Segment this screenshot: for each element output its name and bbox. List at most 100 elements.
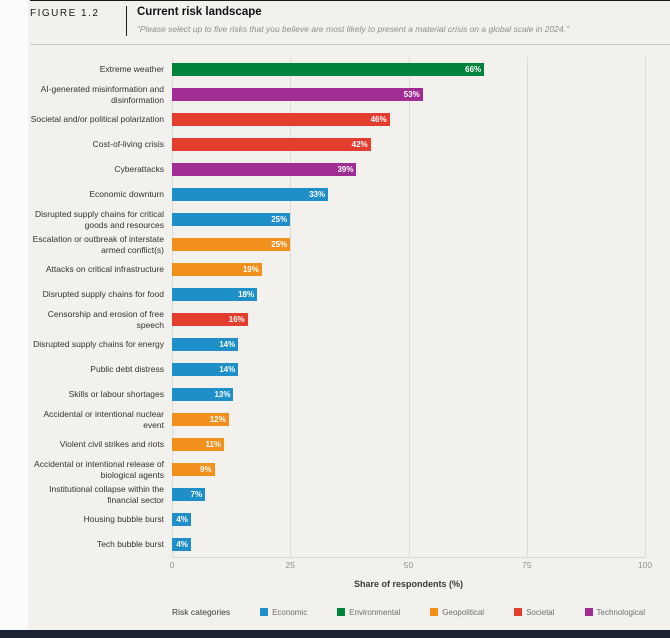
chart-row: Economic downturn 33% — [30, 182, 645, 207]
risk-bar: 39% — [172, 163, 357, 176]
risk-bar: 13% — [172, 388, 234, 401]
chart-row: Censorship and erosion of free speech 16% — [30, 307, 645, 332]
chart-row: Disrupted supply chains for food 18% — [30, 282, 645, 307]
legend-title: Risk categories — [172, 607, 231, 617]
bar-zone: 9% — [172, 463, 645, 476]
legend-label: Technological — [596, 607, 645, 617]
bar-value-label: 25% — [271, 240, 288, 249]
risk-label: Disrupted supply chains for food — [42, 289, 164, 300]
risk-bar: 19% — [172, 263, 262, 276]
chart-row: Extreme weather 66% — [30, 57, 645, 82]
gridline-25 — [290, 57, 292, 557]
bar-zone: 25% — [172, 213, 645, 226]
bar-value-label: 33% — [309, 190, 326, 199]
legend-label: Environmental — [349, 607, 401, 617]
risk-label: Housing bubble burst — [83, 514, 164, 525]
bar-zone: 16% — [172, 313, 645, 326]
bar-value-label: 12% — [209, 415, 226, 424]
chart-row: Escalation or outbreak of interstate arm… — [30, 232, 645, 257]
header-divider — [126, 6, 127, 36]
chart-row: Cyberattacks 39% — [30, 157, 645, 182]
bar-value-label: 11% — [205, 440, 222, 449]
chart-row: Accidental or intentional nuclear event 1… — [30, 407, 645, 432]
chart-row: Disrupted supply chains for energy 14% — [30, 332, 645, 357]
chart-legend: Risk categories Economic Environmental Geo… — [172, 607, 645, 617]
bar-zone: 4% — [172, 513, 645, 526]
gridline-0 — [172, 57, 173, 557]
risk-bar: 25% — [172, 238, 291, 251]
x-tick-label: 25 — [285, 560, 295, 570]
x-tick-label: 0 — [169, 560, 175, 570]
chart-rows: Extreme weather 66% AI-generated misinform… — [30, 57, 645, 557]
legend-label: Economic — [272, 607, 308, 617]
chart-row: Skills or labour shortages 13% — [30, 382, 645, 407]
chart-row: Housing bubble burst 4% — [30, 507, 645, 532]
chart-row: Violent civil strikes and riots 11% — [30, 432, 645, 457]
bar-zone: 53% — [172, 88, 645, 101]
figure-title: Current risk landscape — [137, 6, 262, 18]
chart-gridlines — [172, 57, 646, 558]
legend-item-technological: Technological — [584, 607, 645, 617]
risk-label: Skills or labour shortages — [68, 389, 164, 400]
risk-bar: 42% — [172, 138, 371, 151]
chart-row: Institutional collapse within the financ… — [30, 482, 645, 507]
bar-value-label: 18% — [238, 290, 255, 299]
bar-value-label: 4% — [176, 540, 188, 549]
risk-bar: 46% — [172, 113, 390, 126]
risk-label: Censorship and erosion of free speech — [47, 309, 164, 330]
bar-zone: 14% — [172, 363, 645, 376]
risk-label: Disrupted supply chains for energy — [33, 339, 164, 350]
figure-number-label: FIGURE 1.2 — [30, 8, 100, 19]
bar-zone: 12% — [172, 413, 645, 426]
risk-label: Accidental or intentional release of bio… — [34, 459, 164, 480]
risk-bar: 53% — [172, 88, 423, 101]
legend-swatch-economic — [260, 608, 269, 616]
bar-zone: 46% — [172, 113, 645, 126]
legend-swatch-environmental — [337, 608, 346, 616]
risk-bar: 11% — [172, 438, 225, 451]
legend-item-economic: Economic — [260, 608, 307, 617]
legend-item-societal: Societal — [514, 608, 555, 617]
page-footer-bar — [0, 630, 670, 638]
bar-zone: 18% — [172, 288, 645, 301]
bar-value-label: 13% — [214, 390, 231, 399]
risk-label: Economic downturn — [89, 189, 164, 200]
x-axis-title: Share of respondents (%) — [353, 579, 463, 589]
risk-bar: 4% — [172, 513, 191, 526]
risk-label: AI-generated misinformation and disinfor… — [40, 84, 164, 105]
bar-value-label: 42% — [351, 140, 368, 149]
bar-chart: Extreme weather 66% AI-generated misinform… — [30, 57, 652, 589]
risk-bar: 66% — [172, 63, 485, 76]
risk-bar: 33% — [172, 188, 329, 201]
legend-swatch-societal — [514, 608, 523, 616]
bar-value-label: 19% — [242, 265, 259, 274]
chart-row: Public debt distress 14% — [30, 357, 645, 382]
bar-zone: 33% — [172, 188, 645, 201]
risk-label: Accidental or intentional nuclear event — [43, 409, 165, 430]
legend-item-geopolitical: Geopolitical — [430, 608, 484, 617]
risk-label: Societal and/or political polarization — [30, 114, 164, 125]
bar-value-label: 39% — [337, 165, 354, 174]
bar-value-label: 53% — [403, 90, 420, 99]
page-left-margin — [0, 0, 28, 638]
bar-zone: 19% — [172, 263, 645, 276]
bar-zone: 39% — [172, 163, 645, 176]
risk-bar: 14% — [172, 363, 239, 376]
risk-bar: 9% — [172, 463, 215, 476]
x-tick-label: 100 — [637, 560, 653, 570]
bar-value-label: 14% — [219, 365, 236, 374]
bar-zone: 14% — [172, 338, 645, 351]
figure-subtitle: “Please select up to five risks that you… — [137, 23, 569, 34]
bar-zone: 13% — [172, 388, 645, 401]
risk-bar: 7% — [172, 488, 206, 501]
risk-bar: 4% — [172, 538, 191, 551]
bar-value-label: 4% — [176, 515, 188, 524]
bar-value-label: 46% — [370, 115, 387, 124]
legend-label: Geopolitical — [442, 607, 485, 617]
risk-bar: 12% — [172, 413, 229, 426]
risk-bar: 25% — [172, 213, 291, 226]
gridline-75 — [526, 57, 528, 557]
bar-value-label: 25% — [271, 215, 288, 224]
risk-bar: 16% — [172, 313, 248, 326]
